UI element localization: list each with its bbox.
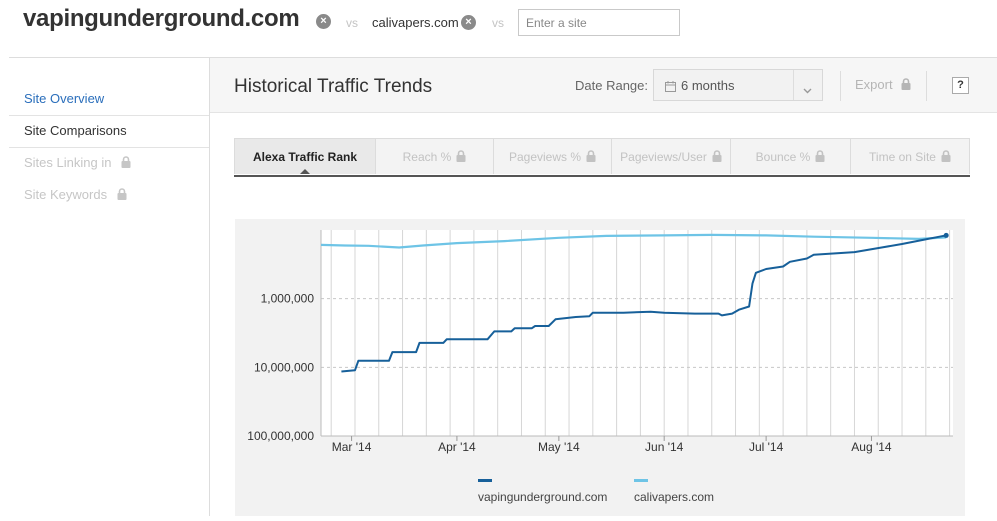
date-range-select[interactable]: 6 months: [653, 69, 823, 101]
sidebar-item-label: Site Overview: [24, 91, 105, 106]
tab-pageviews-per-user[interactable]: Pageviews/User: [611, 138, 731, 174]
export-label: Export: [855, 77, 893, 92]
traffic-rank-chart: 1,000,000 10,000,000 100,000,000 Mar '14 Apr…: [247, 230, 953, 454]
section-header: Historical Traffic Trends Date Range: 6 …: [210, 57, 997, 113]
calendar-icon: [665, 79, 676, 97]
chart-panel: 1,000,000 10,000,000 100,000,000 Mar '14 Apr…: [235, 219, 965, 516]
vs-label: vs: [492, 16, 504, 30]
x-tick-label: Jun '14: [645, 440, 684, 454]
sidebar-divider: [9, 57, 209, 58]
page-title: Historical Traffic Trends: [234, 76, 433, 97]
compare-bar: vapingunderground.com × vs calivapers.co…: [0, 0, 997, 50]
sidebar-item-label: Site Comparisons: [24, 123, 127, 138]
metric-tabs: Alexa Traffic Rank Reach % Pageviews % P…: [234, 138, 970, 177]
tab-label: Pageviews %: [508, 150, 582, 164]
tab-pageviews[interactable]: Pageviews %: [493, 138, 612, 174]
tab-label: Time on Site: [869, 150, 936, 164]
header-divider: [926, 71, 927, 101]
lock-icon: [456, 140, 466, 176]
x-tick-label: May '14: [538, 440, 580, 454]
header-divider: [840, 71, 841, 101]
x-tick-label: Jul '14: [749, 440, 784, 454]
sidebar-item-site-comparisons[interactable]: Site Comparisons: [24, 123, 127, 138]
series-end-marker: [943, 232, 949, 238]
export-button[interactable]: Export: [855, 77, 911, 93]
remove-site-icon[interactable]: ×: [316, 14, 331, 29]
legend-item[interactable]: calivapers.com: [634, 490, 715, 504]
tab-label: Pageviews/User: [620, 150, 707, 164]
legend-item[interactable]: vapingunderground.com: [478, 490, 608, 504]
tab-reach[interactable]: Reach %: [375, 138, 494, 174]
lock-icon: [941, 140, 951, 176]
sidebar-item-sites-linking-in[interactable]: Sites Linking in: [24, 155, 131, 171]
tab-time-on-site[interactable]: Time on Site: [850, 138, 970, 174]
y-tick-label: 10,000,000: [254, 360, 314, 374]
lock-icon: [117, 188, 127, 203]
sidebar-item-label: Site Keywords: [24, 187, 108, 202]
active-tab-caret: [300, 169, 310, 174]
date-range-value: 6 months: [681, 78, 735, 93]
sidebar-divider: [9, 115, 209, 116]
compared-site-name: calivapers.com: [372, 15, 459, 30]
legend-swatch: [634, 479, 648, 482]
tab-bounce[interactable]: Bounce %: [730, 138, 851, 174]
lock-icon: [815, 140, 825, 176]
lock-icon: [712, 140, 722, 176]
sidebar-divider: [9, 147, 209, 148]
series-line-calivapers-com: [320, 233, 947, 249]
tab-label: Alexa Traffic Rank: [252, 150, 358, 164]
vs-label: vs: [346, 16, 358, 30]
legend-swatch: [478, 479, 492, 482]
plot-area: [321, 230, 953, 436]
add-site-input[interactable]: [518, 9, 680, 36]
series-line-vapingunderground-com: [341, 234, 947, 373]
y-tick-label: 100,000,000: [247, 429, 314, 443]
primary-site-name: vapingunderground.com: [23, 5, 300, 32]
sidebar-item-site-overview[interactable]: Site Overview: [24, 91, 104, 106]
x-tick-label: Mar '14: [332, 440, 372, 454]
sidebar: Site Overview Site Comparisons Sites Lin…: [9, 57, 210, 516]
lock-icon: [586, 140, 596, 176]
chevron-down-icon: [803, 81, 812, 99]
tab-alexa-traffic-rank[interactable]: Alexa Traffic Rank: [234, 138, 376, 174]
help-button[interactable]: ?: [952, 77, 969, 94]
tab-label: Bounce %: [755, 150, 811, 164]
dropdown-toggle[interactable]: [793, 70, 822, 100]
tab-label: Reach %: [402, 150, 452, 164]
lock-icon: [901, 78, 911, 93]
lock-icon: [121, 156, 131, 171]
x-tick-label: Apr '14: [438, 440, 476, 454]
sidebar-item-site-keywords[interactable]: Site Keywords: [24, 187, 127, 203]
x-tick-label: Aug '14: [851, 440, 892, 454]
sidebar-item-label: Sites Linking in: [24, 155, 112, 170]
remove-site-icon[interactable]: ×: [461, 15, 476, 30]
date-range-label: Date Range:: [575, 78, 648, 93]
y-tick-label: 1,000,000: [261, 292, 315, 306]
